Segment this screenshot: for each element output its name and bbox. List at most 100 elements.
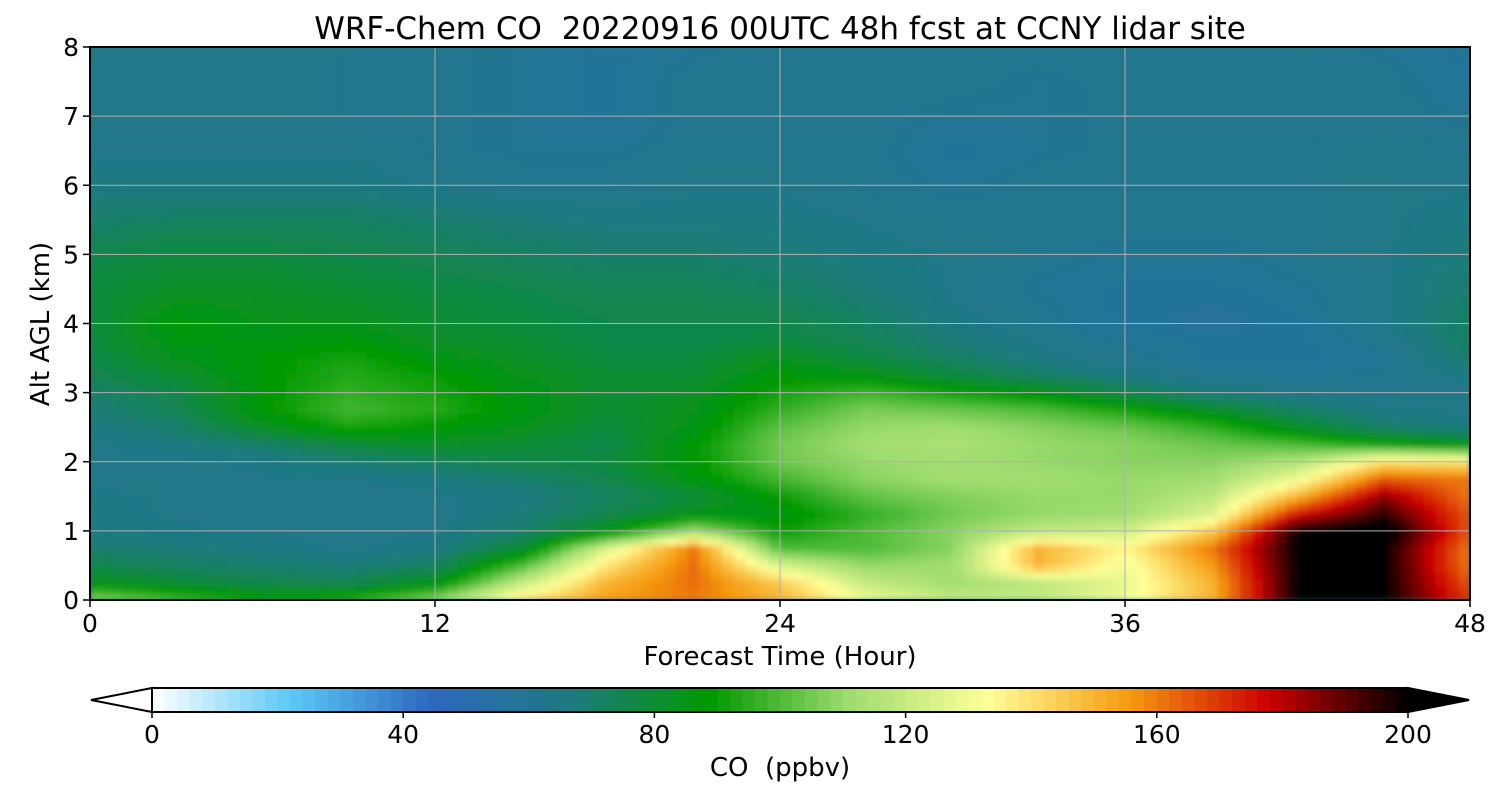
heatmap-cell (872, 344, 885, 352)
heatmap-cell (504, 558, 517, 567)
heatmap-cell (170, 475, 183, 484)
heatmap-cell (228, 351, 241, 359)
heatmap-cell (734, 503, 747, 511)
heatmap-cell (561, 447, 574, 456)
heatmap-cell (1389, 344, 1402, 352)
heatmap-cell (768, 427, 781, 435)
heatmap-cell (929, 537, 942, 546)
heatmap-cell (412, 351, 425, 359)
heatmap-cell (1412, 413, 1425, 421)
heatmap-cell (1182, 593, 1195, 600)
heatmap-cell (1182, 434, 1195, 442)
heatmap-cell (1159, 364, 1172, 373)
heatmap-cell (1125, 364, 1138, 373)
heatmap-cell (653, 406, 666, 414)
heatmap-cell (814, 378, 827, 387)
heatmap-cell (251, 551, 264, 560)
heatmap-cell (297, 523, 310, 532)
heatmap-cell (515, 351, 528, 359)
heatmap-cell (1010, 579, 1023, 587)
heatmap-cell (699, 447, 712, 456)
heatmap-cell (895, 454, 908, 463)
heatmap-cell (366, 427, 379, 435)
heatmap-cell (642, 392, 655, 401)
heatmap-cell (1424, 330, 1437, 338)
heatmap-cell (906, 364, 919, 373)
heatmap-cell (1079, 461, 1092, 470)
heatmap-cell (216, 316, 229, 325)
heatmap-cell (377, 454, 390, 463)
heatmap-cell (366, 330, 379, 338)
heatmap-cell (147, 323, 160, 332)
heatmap-cell (1412, 358, 1425, 366)
heatmap-cell (1217, 330, 1230, 338)
heatmap-cell (722, 475, 735, 484)
heatmap-cell (251, 461, 264, 470)
heatmap-cell (354, 413, 367, 421)
heatmap-cell (1010, 565, 1023, 573)
heatmap-cell (228, 364, 241, 373)
heatmap-cell (492, 544, 505, 553)
heatmap-cell (423, 551, 436, 560)
heatmap-cell (1125, 586, 1138, 594)
heatmap-cell (1343, 530, 1356, 539)
heatmap-cell (389, 544, 402, 553)
heatmap-cell (1113, 330, 1126, 338)
heatmap-cell (274, 406, 287, 414)
heatmap-cell (1079, 489, 1092, 497)
heatmap-cell (170, 503, 183, 511)
heatmap-cell (1010, 323, 1023, 332)
heatmap-cell (826, 523, 839, 532)
heatmap-cell (216, 434, 229, 442)
heatmap-cell (251, 420, 264, 428)
heatmap-cell (182, 482, 195, 490)
heatmap-cell (1182, 482, 1195, 490)
heatmap-cell (124, 586, 137, 594)
heatmap-cell (1263, 558, 1276, 567)
heatmap-cell (1217, 323, 1230, 332)
heatmap-cell (251, 530, 264, 539)
heatmap-cell (423, 496, 436, 504)
heatmap-cell (550, 475, 563, 484)
heatmap-cell (239, 544, 252, 553)
heatmap-cell (803, 330, 816, 338)
heatmap-cell (239, 337, 252, 345)
heatmap-cell (630, 309, 643, 318)
heatmap-cell (400, 537, 413, 546)
heatmap-cell (412, 579, 425, 587)
heatmap-cell (1113, 468, 1126, 477)
heatmap-cell (136, 461, 149, 470)
heatmap-cell (1102, 551, 1115, 560)
heatmap-cell (837, 454, 850, 463)
heatmap-cell (492, 551, 505, 560)
heatmap-cell (538, 475, 551, 484)
heatmap-cell (814, 503, 827, 511)
heatmap-cell (1113, 593, 1126, 600)
heatmap-cell (1067, 572, 1080, 580)
heatmap-cell (1320, 323, 1333, 332)
heatmap-cell (1044, 344, 1057, 352)
heatmap-cell (964, 517, 977, 525)
heatmap-cell (515, 441, 528, 449)
heatmap-cell (1378, 413, 1391, 421)
heatmap-cell (182, 579, 195, 587)
heatmap-cell (1286, 364, 1299, 373)
heatmap-cell (803, 406, 816, 414)
heatmap-cell (561, 454, 574, 463)
heatmap-cell (906, 323, 919, 332)
heatmap-cell (147, 371, 160, 380)
heatmap-cell (768, 461, 781, 470)
heatmap-cell (791, 358, 804, 366)
heatmap-cell (745, 586, 758, 594)
heatmap-cell (722, 358, 735, 366)
heatmap-cell (929, 482, 942, 490)
heatmap-cell (1378, 337, 1391, 345)
heatmap-cell (918, 579, 931, 587)
heatmap-cell (906, 461, 919, 470)
heatmap-cell (872, 517, 885, 525)
heatmap-cell (584, 316, 597, 325)
heatmap-cell (1251, 593, 1264, 600)
heatmap-cell (918, 337, 931, 345)
heatmap-cell (883, 406, 896, 414)
heatmap-cell (147, 344, 160, 352)
